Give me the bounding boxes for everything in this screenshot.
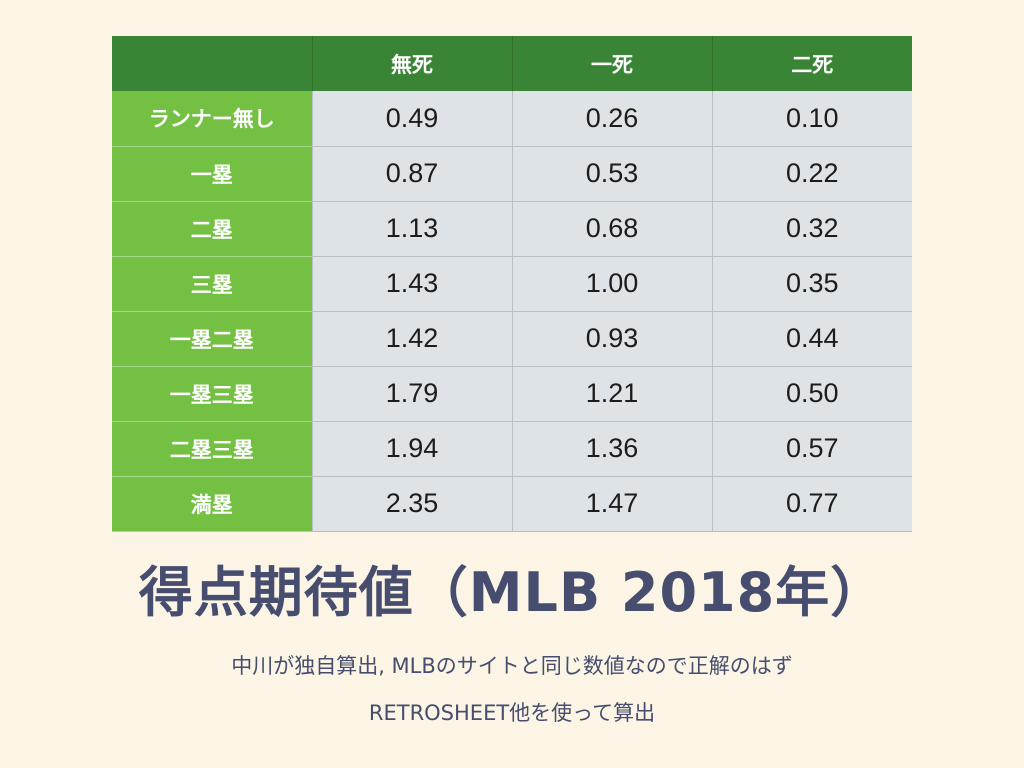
table-cell: 0.35 — [712, 255, 912, 311]
row-label: 三塁 — [112, 255, 313, 311]
row-label: 満塁 — [112, 475, 313, 532]
table-cell: 0.49 — [312, 91, 513, 146]
table-cell: 1.42 — [312, 310, 513, 366]
row-label: 一塁 — [112, 145, 313, 201]
row-label: 一塁三塁 — [112, 365, 313, 421]
table-cell: 0.68 — [512, 200, 713, 256]
table-cell: 0.10 — [712, 91, 912, 146]
header-one-out: 一死 — [512, 36, 713, 91]
source-note: 中川が独自算出, MLBのサイトと同じ数値なので正解のはず — [231, 654, 793, 678]
table-row: 一塁 0.87 0.53 0.22 — [112, 145, 912, 201]
table-cell: 0.77 — [712, 475, 912, 532]
table-cell: 0.57 — [712, 420, 912, 476]
table-cell: 0.22 — [712, 145, 912, 201]
table-cell: 1.36 — [512, 420, 713, 476]
table-cell: 1.94 — [312, 420, 513, 476]
table-cell: 1.00 — [512, 255, 713, 311]
table-row: 一塁二塁 1.42 0.93 0.44 — [112, 310, 912, 366]
table-cell: 1.79 — [312, 365, 513, 421]
row-label: 二塁三塁 — [112, 420, 313, 476]
row-label: 二塁 — [112, 200, 313, 256]
table-cell: 0.87 — [312, 145, 513, 201]
table-row: 二塁 1.13 0.68 0.32 — [112, 200, 912, 256]
header-corner — [112, 36, 313, 91]
header-two-out: 二死 — [712, 36, 912, 91]
table-row: 三塁 1.43 1.00 0.35 — [112, 255, 912, 311]
table-row: 満塁 2.35 1.47 0.77 — [112, 475, 912, 532]
header-no-out: 無死 — [312, 36, 513, 91]
slide-title: 得点期待値（MLB 2018年） — [138, 561, 886, 624]
table-cell: 1.21 — [512, 365, 713, 421]
table-cell: 2.35 — [312, 475, 513, 532]
row-label: ランナー無し — [112, 91, 313, 146]
table-cell: 0.32 — [712, 200, 912, 256]
table-cell: 1.43 — [312, 255, 513, 311]
table-cell: 0.44 — [712, 310, 912, 366]
table-cell: 1.47 — [512, 475, 713, 532]
table-cell: 1.13 — [312, 200, 513, 256]
run-expectancy-table: 無死 一死 二死 ランナー無し 0.49 0.26 0.10 一塁 0.87 0… — [112, 36, 912, 532]
table-row: 二塁三塁 1.94 1.36 0.57 — [112, 420, 912, 476]
table-header-row: 無死 一死 二死 — [112, 36, 912, 91]
table-row: 一塁三塁 1.79 1.21 0.50 — [112, 365, 912, 421]
row-label: 一塁二塁 — [112, 310, 313, 366]
table-cell: 0.93 — [512, 310, 713, 366]
table-cell: 0.50 — [712, 365, 912, 421]
table-row: ランナー無し 0.49 0.26 0.10 — [112, 91, 912, 146]
table-cell: 0.53 — [512, 145, 713, 201]
table-cell: 0.26 — [512, 91, 713, 146]
method-note: RETROSHEET他を使って算出 — [368, 701, 656, 725]
